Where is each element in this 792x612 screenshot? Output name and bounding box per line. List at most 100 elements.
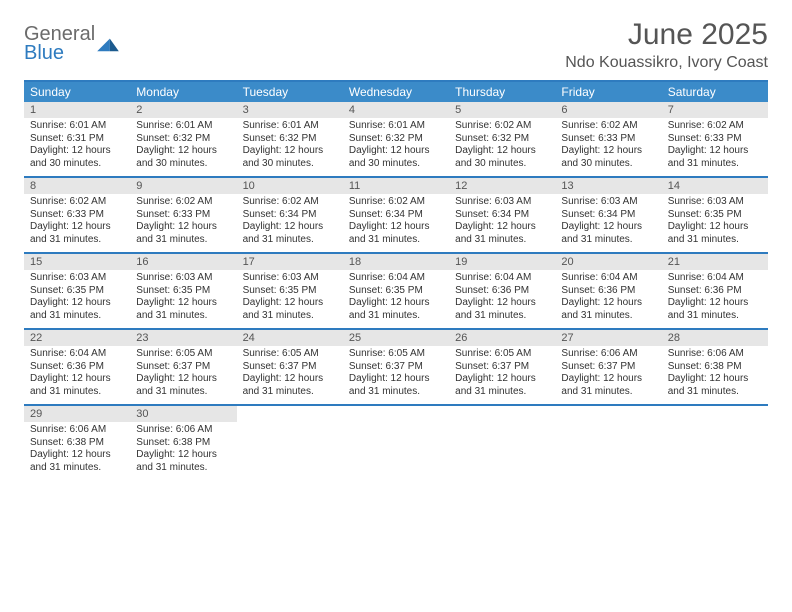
day-info: Sunrise: 6:02 AMSunset: 6:33 PMDaylight:… (555, 118, 661, 170)
day-info: Sunrise: 6:03 AMSunset: 6:35 PMDaylight:… (662, 194, 768, 246)
day-info: Sunrise: 6:02 AMSunset: 6:33 PMDaylight:… (662, 118, 768, 170)
sunrise-text: Sunrise: 6:04 AM (561, 272, 655, 285)
daylight-text: Daylight: 12 hours and 31 minutes. (243, 297, 337, 322)
sunrise-text: Sunrise: 6:05 AM (349, 348, 443, 361)
day-number: 18 (343, 254, 449, 270)
day-info: Sunrise: 6:02 AMSunset: 6:33 PMDaylight:… (130, 194, 236, 246)
sunset-text: Sunset: 6:32 PM (136, 133, 230, 146)
calendar-cell (449, 406, 555, 480)
calendar-cell: 23Sunrise: 6:05 AMSunset: 6:37 PMDayligh… (130, 330, 236, 404)
day-number: 28 (662, 330, 768, 346)
sunrise-text: Sunrise: 6:02 AM (30, 196, 124, 209)
sunset-text: Sunset: 6:36 PM (455, 285, 549, 298)
day-number: 26 (449, 330, 555, 346)
calendar-cell: 11Sunrise: 6:02 AMSunset: 6:34 PMDayligh… (343, 178, 449, 252)
day-number: 30 (130, 406, 236, 422)
sunrise-text: Sunrise: 6:02 AM (136, 196, 230, 209)
sunrise-text: Sunrise: 6:04 AM (668, 272, 762, 285)
brand-logo: General Blue (24, 18, 119, 63)
brand-word2: Blue (24, 43, 95, 63)
day-number: 12 (449, 178, 555, 194)
sunrise-text: Sunrise: 6:02 AM (243, 196, 337, 209)
sunset-text: Sunset: 6:34 PM (349, 209, 443, 222)
daylight-text: Daylight: 12 hours and 30 minutes. (455, 145, 549, 170)
sunset-text: Sunset: 6:37 PM (136, 361, 230, 374)
calendar-week: 1Sunrise: 6:01 AMSunset: 6:31 PMDaylight… (24, 102, 768, 178)
sunset-text: Sunset: 6:37 PM (561, 361, 655, 374)
sunset-text: Sunset: 6:38 PM (136, 437, 230, 450)
daylight-text: Daylight: 12 hours and 31 minutes. (561, 297, 655, 322)
day-number: 13 (555, 178, 661, 194)
day-info: Sunrise: 6:01 AMSunset: 6:32 PMDaylight:… (237, 118, 343, 170)
header: General Blue June 2025 Ndo Kouassikro, I… (24, 18, 768, 72)
sunset-text: Sunset: 6:32 PM (349, 133, 443, 146)
daylight-text: Daylight: 12 hours and 31 minutes. (349, 373, 443, 398)
calendar-week: 22Sunrise: 6:04 AMSunset: 6:36 PMDayligh… (24, 330, 768, 406)
daylight-text: Daylight: 12 hours and 31 minutes. (136, 449, 230, 474)
sunset-text: Sunset: 6:37 PM (455, 361, 549, 374)
day-number: 29 (24, 406, 130, 422)
sunset-text: Sunset: 6:38 PM (30, 437, 124, 450)
day-number: 23 (130, 330, 236, 346)
sunset-text: Sunset: 6:35 PM (30, 285, 124, 298)
day-number: 24 (237, 330, 343, 346)
calendar-cell: 8Sunrise: 6:02 AMSunset: 6:33 PMDaylight… (24, 178, 130, 252)
day-info: Sunrise: 6:05 AMSunset: 6:37 PMDaylight:… (343, 346, 449, 398)
day-number: 20 (555, 254, 661, 270)
sunset-text: Sunset: 6:34 PM (243, 209, 337, 222)
sunrise-text: Sunrise: 6:02 AM (561, 120, 655, 133)
dayname-monday: Monday (130, 82, 236, 102)
sunset-text: Sunset: 6:33 PM (668, 133, 762, 146)
sunset-text: Sunset: 6:32 PM (243, 133, 337, 146)
sunset-text: Sunset: 6:33 PM (561, 133, 655, 146)
sunrise-text: Sunrise: 6:01 AM (349, 120, 443, 133)
day-number: 22 (24, 330, 130, 346)
calendar-cell: 4Sunrise: 6:01 AMSunset: 6:32 PMDaylight… (343, 102, 449, 176)
daylight-text: Daylight: 12 hours and 31 minutes. (668, 145, 762, 170)
dayname-sunday: Sunday (24, 82, 130, 102)
daylight-text: Daylight: 12 hours and 31 minutes. (668, 373, 762, 398)
sunrise-text: Sunrise: 6:01 AM (243, 120, 337, 133)
sunset-text: Sunset: 6:35 PM (668, 209, 762, 222)
day-number: 15 (24, 254, 130, 270)
day-number: 9 (130, 178, 236, 194)
calendar-cell: 2Sunrise: 6:01 AMSunset: 6:32 PMDaylight… (130, 102, 236, 176)
sunset-text: Sunset: 6:35 PM (243, 285, 337, 298)
calendar: Sunday Monday Tuesday Wednesday Thursday… (24, 80, 768, 480)
sunset-text: Sunset: 6:37 PM (349, 361, 443, 374)
daylight-text: Daylight: 12 hours and 31 minutes. (136, 373, 230, 398)
calendar-cell: 19Sunrise: 6:04 AMSunset: 6:36 PMDayligh… (449, 254, 555, 328)
day-info: Sunrise: 6:04 AMSunset: 6:35 PMDaylight:… (343, 270, 449, 322)
calendar-week: 29Sunrise: 6:06 AMSunset: 6:38 PMDayligh… (24, 406, 768, 480)
daylight-text: Daylight: 12 hours and 30 minutes. (30, 145, 124, 170)
day-number: 8 (24, 178, 130, 194)
calendar-cell: 29Sunrise: 6:06 AMSunset: 6:38 PMDayligh… (24, 406, 130, 480)
sunset-text: Sunset: 6:37 PM (243, 361, 337, 374)
dayname-tuesday: Tuesday (237, 82, 343, 102)
day-info: Sunrise: 6:03 AMSunset: 6:35 PMDaylight:… (237, 270, 343, 322)
sunrise-text: Sunrise: 6:04 AM (455, 272, 549, 285)
day-info: Sunrise: 6:05 AMSunset: 6:37 PMDaylight:… (130, 346, 236, 398)
brand-text: General Blue (24, 24, 95, 63)
daylight-text: Daylight: 12 hours and 31 minutes. (349, 297, 443, 322)
day-number: 6 (555, 102, 661, 118)
sunrise-text: Sunrise: 6:04 AM (349, 272, 443, 285)
day-number: 14 (662, 178, 768, 194)
day-number: 4 (343, 102, 449, 118)
calendar-cell: 25Sunrise: 6:05 AMSunset: 6:37 PMDayligh… (343, 330, 449, 404)
sunset-text: Sunset: 6:32 PM (455, 133, 549, 146)
sunset-text: Sunset: 6:36 PM (561, 285, 655, 298)
daylight-text: Daylight: 12 hours and 31 minutes. (455, 221, 549, 246)
calendar-cell: 3Sunrise: 6:01 AMSunset: 6:32 PMDaylight… (237, 102, 343, 176)
daylight-text: Daylight: 12 hours and 30 minutes. (136, 145, 230, 170)
day-number: 19 (449, 254, 555, 270)
calendar-cell (343, 406, 449, 480)
calendar-cell (555, 406, 661, 480)
day-number: 3 (237, 102, 343, 118)
dayname-wednesday: Wednesday (343, 82, 449, 102)
day-info: Sunrise: 6:02 AMSunset: 6:34 PMDaylight:… (343, 194, 449, 246)
daylight-text: Daylight: 12 hours and 31 minutes. (30, 373, 124, 398)
calendar-cell: 24Sunrise: 6:05 AMSunset: 6:37 PMDayligh… (237, 330, 343, 404)
daylight-text: Daylight: 12 hours and 30 minutes. (561, 145, 655, 170)
sunset-text: Sunset: 6:35 PM (349, 285, 443, 298)
